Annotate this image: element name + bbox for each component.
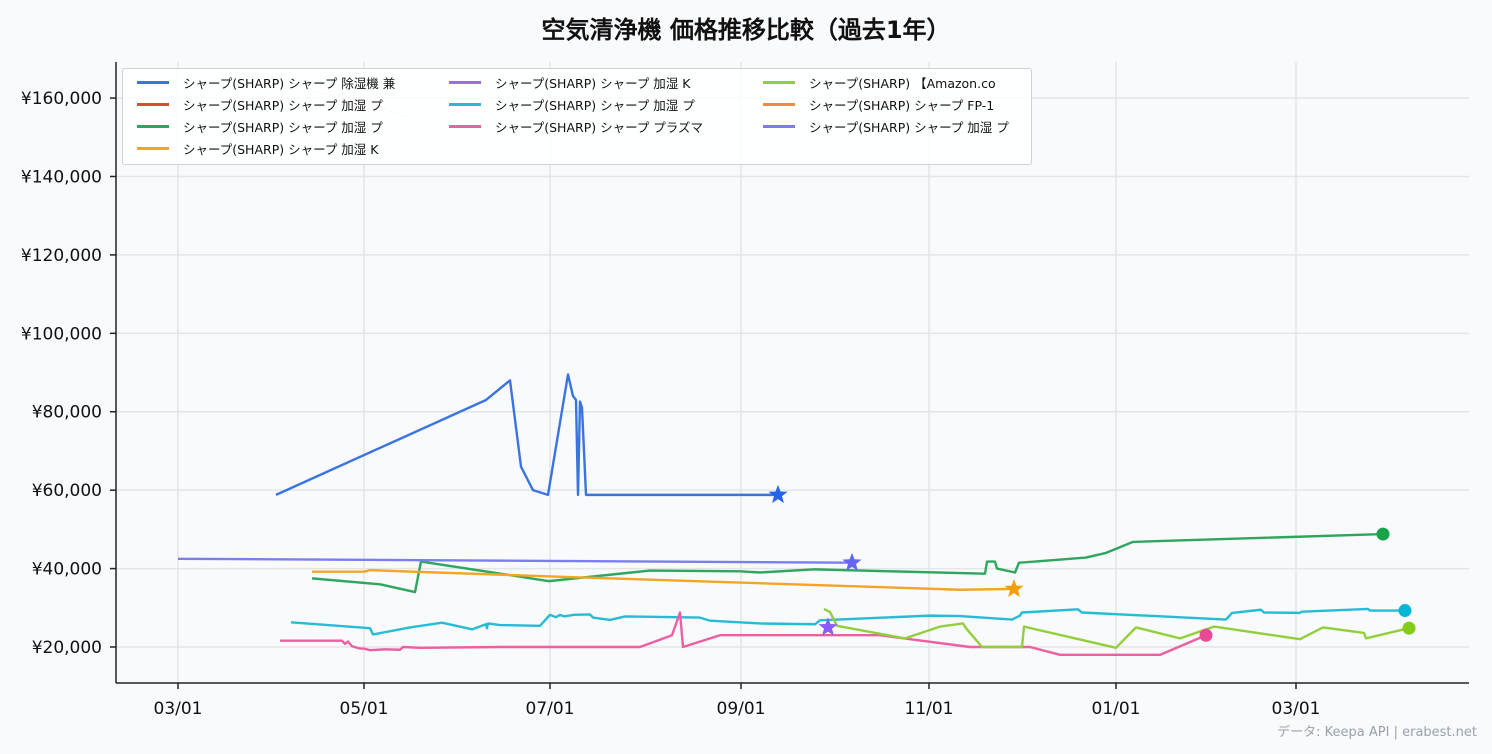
legend-label: シャープ(SHARP) シャープ 加湿 プ (183, 98, 383, 113)
star-marker-icon (818, 617, 838, 636)
legend-item: シャープ(SHARP) シャープ 加湿 プ (137, 95, 383, 114)
legend-swatch-icon (763, 125, 795, 128)
legend-label: シャープ(SHARP) シャープ 加湿 K (495, 76, 691, 91)
circle-marker-icon (1398, 604, 1412, 618)
chart-title: 空気清浄機 価格推移比較（過去1年） (541, 16, 951, 44)
legend-item: シャープ(SHARP) 【Amazon.co (763, 73, 996, 92)
legend-label: シャープ(SHARP) シャープ 加湿 プ (495, 98, 695, 113)
x-tick-label: 03/01 (1272, 699, 1321, 719)
series-line (823, 607, 1410, 649)
x-tick-label: 05/01 (340, 699, 389, 719)
x-tick-label: 03/01 (154, 699, 203, 719)
data-source-footer: データ: Keepa API | erabest.net (1277, 725, 1477, 740)
legend-label: シャープ(SHARP) シャープ プラズマ (495, 120, 704, 135)
star-marker-icon (768, 484, 788, 503)
legend-swatch-icon (449, 125, 481, 128)
series-line (275, 373, 778, 497)
x-tick-label: 09/01 (717, 699, 766, 719)
legend-item: シャープ(SHARP) シャープ FP-1 (763, 95, 994, 114)
x-tick-label: 01/01 (1092, 699, 1141, 719)
legend-swatch-icon (137, 103, 169, 106)
legend-swatch-icon (137, 81, 169, 84)
legend-label: シャープ(SHARP) シャープ 除湿機 兼 (183, 76, 396, 91)
legend-item: シャープ(SHARP) シャープ 加湿 プ (763, 117, 1009, 136)
y-tick-label: ¥140,000 (21, 167, 102, 187)
legend-item: シャープ(SHARP) シャープ 加湿 K (137, 139, 378, 158)
series-end-markers (768, 484, 1416, 642)
legend-swatch-icon (763, 81, 795, 84)
series-lines (177, 89, 1410, 657)
x-tick-label: 11/01 (905, 699, 954, 719)
legend-item: シャープ(SHARP) シャープ 加湿 K (449, 73, 690, 92)
series-line (312, 568, 1015, 591)
x-tick-label: 07/01 (526, 699, 575, 719)
y-tick-label: ¥80,000 (32, 403, 102, 423)
series-line (311, 532, 1384, 594)
legend-swatch-icon (763, 103, 795, 106)
legend: シャープ(SHARP) シャープ 除湿機 兼シャープ(SHARP) シャープ 加… (122, 68, 1032, 165)
y-tick-label: ¥100,000 (21, 324, 102, 344)
star-marker-icon (842, 552, 862, 571)
legend-swatch-icon (137, 125, 169, 128)
series-line (290, 607, 1405, 636)
y-tick-label: ¥160,000 (21, 89, 102, 109)
y-tick-label: ¥120,000 (21, 246, 102, 266)
circle-marker-icon (1402, 621, 1416, 635)
legend-label: シャープ(SHARP) シャープ 加湿 プ (183, 120, 383, 135)
legend-label: シャープ(SHARP) シャープ 加湿 プ (809, 120, 1009, 135)
y-tick-label: ¥60,000 (32, 481, 102, 501)
series-line (280, 611, 1207, 657)
y-tick-label: ¥40,000 (32, 560, 102, 580)
axes: ¥20,000 ¥40,000 ¥60,000 ¥80,000 ¥100,000 ¥120… (21, 62, 1469, 719)
y-tick-label: ¥20,000 (32, 638, 102, 658)
star-marker-icon (1004, 578, 1024, 598)
legend-item: シャープ(SHARP) シャープ プラズマ (449, 117, 703, 136)
legend-swatch-icon (137, 147, 169, 150)
circle-marker-icon (1376, 527, 1390, 541)
series-line (177, 557, 853, 564)
legend-swatch-icon (449, 103, 481, 106)
legend-item: シャープ(SHARP) シャープ 除湿機 兼 (137, 73, 395, 92)
legend-label: シャープ(SHARP) シャープ FP-1 (809, 98, 995, 113)
legend-label: シャープ(SHARP) シャープ 加湿 K (183, 142, 379, 157)
legend-label: シャープ(SHARP) 【Amazon.co (809, 76, 996, 91)
legend-item: シャープ(SHARP) シャープ 加湿 プ (137, 117, 383, 136)
circle-marker-icon (1199, 628, 1213, 642)
legend-swatch-icon (449, 81, 481, 84)
legend-item: シャープ(SHARP) シャープ 加湿 プ (449, 95, 695, 114)
